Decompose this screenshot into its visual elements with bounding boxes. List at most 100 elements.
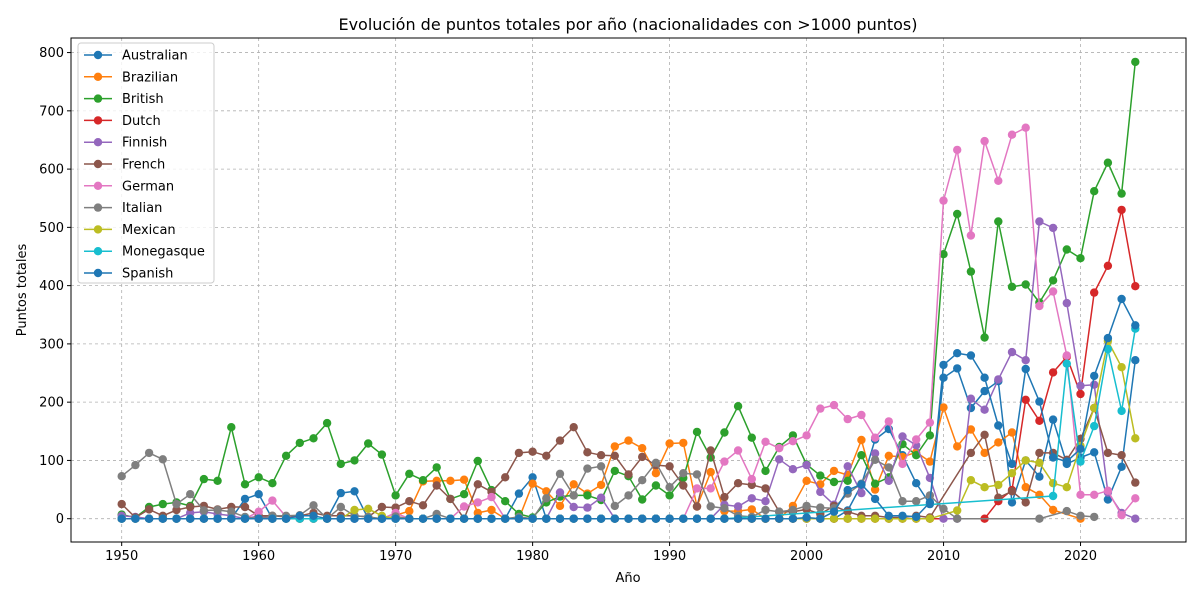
y-axis-label: Puntos totales [15,244,30,337]
x-tick-label: 1950 [105,549,138,564]
data-point-french [761,484,770,493]
data-point-finnish [1076,381,1085,390]
data-point-brazilian [473,508,482,518]
data-point-german [829,400,839,410]
data-point-french [1007,487,1017,496]
data-point-british [788,431,798,440]
data-point-finnish [747,494,756,503]
data-point-spanish [953,349,962,358]
legend-box [77,42,215,284]
x-tick-label: 1960 [242,549,275,564]
data-point-brazilian [665,439,674,448]
data-point-mexican [829,514,839,523]
data-point-dutch [1076,389,1085,399]
data-point-spanish [528,514,537,523]
x-tick-label: 1970 [379,549,412,564]
legend-item-french: French [84,158,165,173]
data-point-french [501,473,510,482]
data-point-spanish [1076,444,1085,453]
data-point-british [651,481,661,490]
data-point-spanish [610,514,619,523]
data-point-finnish [775,455,784,464]
data-point-british [213,476,222,485]
data-point-dutch [1103,261,1113,270]
data-point-spanish [665,514,674,523]
legend-item-finnish: Finnish [84,136,167,151]
data-point-finnish [1062,298,1072,308]
data-point-german [747,474,756,484]
data-point-mexican [843,514,852,523]
data-point-finnish [1021,356,1030,365]
data-point-spanish [1117,294,1126,304]
data-point-british [870,479,880,488]
data-point-british [733,402,743,411]
data-point-spanish [405,514,414,523]
data-point-french [405,497,414,506]
data-point-monegasque [1076,457,1085,466]
data-point-british [692,427,702,437]
data-point-french [679,481,688,490]
data-point-brazilian [747,505,756,514]
data-point-australian [254,490,263,499]
data-point-french [638,452,647,462]
data-point-german [254,507,263,516]
data-point-german [268,496,277,505]
legend-item-dutch: Dutch [84,114,161,129]
data-point-german [720,457,729,466]
data-point-french [144,505,154,514]
data-point-british [377,450,387,459]
data-point-spanish [788,514,798,523]
data-point-spanish [966,351,976,360]
data-point-spanish [1035,397,1044,406]
data-point-german [1090,490,1099,499]
data-point-italian [1062,506,1072,516]
data-point-british [1103,158,1113,167]
data-point-british [857,451,866,460]
data-point-brazilian [624,436,633,445]
data-point-finnish [788,465,798,474]
y-tick-label: 600 [39,163,64,178]
data-point-british [610,466,619,476]
data-point-finnish [555,488,565,497]
legend-swatch-marker [93,138,103,147]
data-point-australian [1035,472,1044,481]
data-point-mexican [1117,363,1126,372]
tick-layer: 1950 1960 1970 1980 1990 2000 2010 2020 0 100 200 3… [39,46,1097,564]
data-point-brazilian [679,438,688,448]
legend-swatch-marker [93,116,103,125]
data-point-british [816,471,825,480]
data-point-brazilian [405,506,414,516]
data-point-british [953,209,962,219]
data-point-british [459,490,469,499]
data-point-australian [966,403,976,413]
data-point-french [1021,498,1030,507]
y-tick-label: 400 [39,279,64,294]
data-point-italian [199,506,209,515]
data-point-finnish [980,405,989,414]
data-point-finnish [816,487,825,497]
data-point-finnish [843,462,852,471]
data-point-dutch [1035,416,1044,425]
data-point-spanish [514,514,524,523]
data-point-finnish [1007,347,1017,357]
data-point-british [1131,57,1140,67]
data-point-italian [624,491,633,500]
data-point-spanish [898,511,907,520]
data-point-french [117,499,126,509]
data-point-french [186,502,195,512]
data-point-french [966,448,976,458]
data-point-spanish [418,514,428,523]
legend-item-german: German [84,179,174,194]
legend-label: Australian [122,49,188,64]
legend-label: Spanish [122,267,173,282]
data-point-british [309,434,318,443]
legend-item-italian: Italian [84,201,162,216]
data-point-british [1090,187,1099,196]
data-point-british [254,473,263,482]
data-point-german [939,196,948,205]
data-point-spanish [501,514,510,523]
data-point-spanish [733,514,743,523]
data-point-australian [514,489,524,498]
data-point-spanish [186,514,195,523]
data-point-spanish [446,514,455,523]
